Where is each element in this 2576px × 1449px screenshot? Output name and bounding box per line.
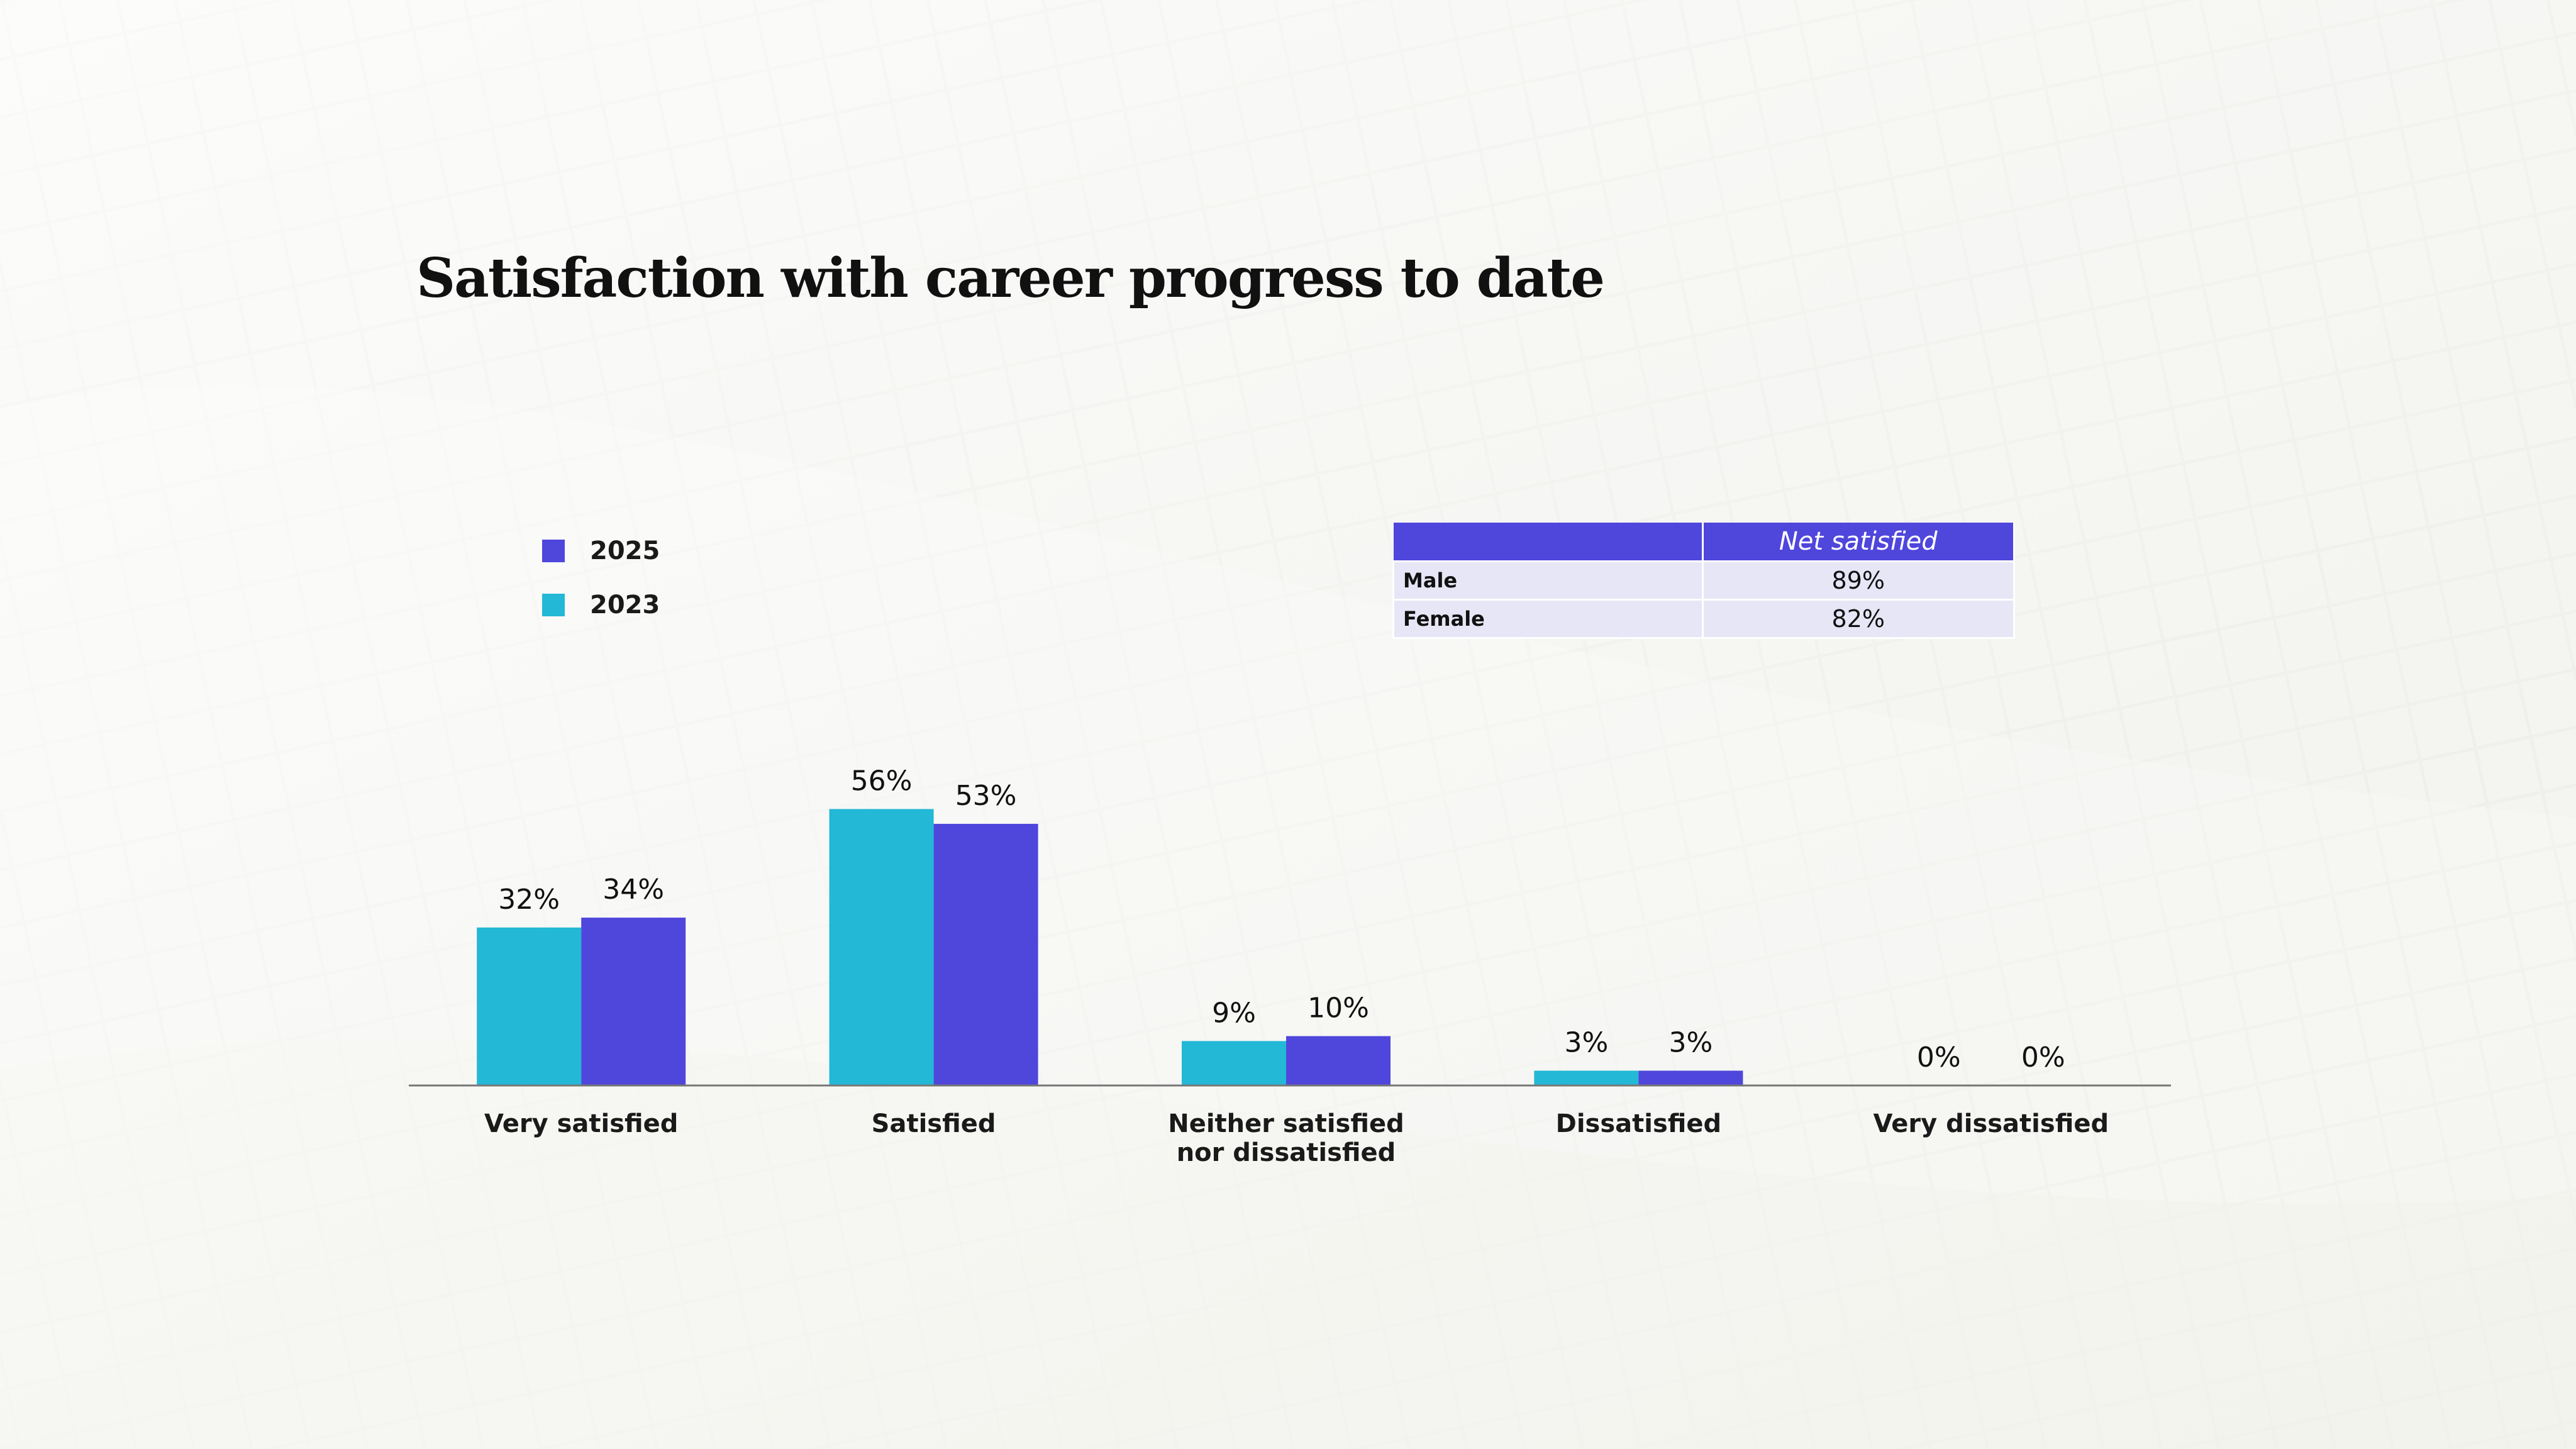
bar-2025-1 xyxy=(933,823,1038,1085)
net-table-row-male: Male 89% xyxy=(1392,560,2015,601)
category-label-3: Dissatisfied xyxy=(1556,1109,1722,1138)
data-label-2023-3: 3% xyxy=(1564,1026,1608,1058)
data-label-2025-2: 10% xyxy=(1307,992,1369,1024)
data-label-2025-4: 0% xyxy=(2021,1041,2065,1074)
bar-2025-2 xyxy=(1286,1036,1391,1085)
bar-2023-3 xyxy=(1534,1070,1639,1085)
net-table-row-label: Female xyxy=(1392,599,1704,639)
net-table-header-blank xyxy=(1393,523,1704,562)
net-table-row-value: 89% xyxy=(1701,560,2015,601)
net-table-header: Net satisfied xyxy=(1702,523,2015,562)
data-label-2023-2: 9% xyxy=(1212,997,1256,1029)
category-label-4: Very dissatisfied xyxy=(1873,1109,2109,1138)
data-label-2025-0: 34% xyxy=(602,874,664,906)
legend-swatch-2025 xyxy=(542,540,565,562)
category-label-1: Satisfied xyxy=(872,1109,996,1138)
data-label-2025-3: 3% xyxy=(1668,1026,1713,1058)
net-satisfied-table: Net satisfied Male 89% Female 82% xyxy=(1392,523,2015,639)
bar-2023-0 xyxy=(477,927,582,1085)
category-label-2: Neither satisfied nor dissatisfied xyxy=(1168,1109,1404,1167)
net-table-row-value: 82% xyxy=(1701,599,2015,639)
data-label-2023-4: 0% xyxy=(1917,1041,1961,1074)
page-title: Satisfaction with career progress to dat… xyxy=(416,247,1605,310)
bar-2025-3 xyxy=(1638,1070,1743,1085)
data-label-2025-1: 53% xyxy=(955,780,1017,812)
net-table-row-female: Female 82% xyxy=(1392,599,2015,639)
data-label-2023-0: 32% xyxy=(498,884,560,916)
legend-label-2023: 2023 xyxy=(590,591,660,619)
data-label-2023-1: 56% xyxy=(851,765,913,797)
bar-2023-2 xyxy=(1182,1041,1286,1085)
net-table-row-label: Male xyxy=(1392,560,1704,601)
legend-label-2025: 2025 xyxy=(590,536,660,565)
bar-2025-0 xyxy=(581,918,686,1085)
bar-2023-1 xyxy=(829,809,934,1085)
net-table-header-row: Net satisfied xyxy=(1393,523,2015,562)
category-label-0: Very satisfied xyxy=(484,1109,678,1138)
legend-swatch-2023 xyxy=(542,594,565,616)
